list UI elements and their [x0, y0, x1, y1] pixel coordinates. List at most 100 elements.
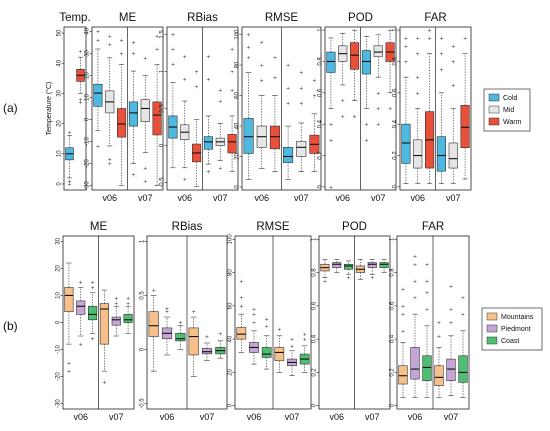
y-tick-label: 0: [85, 117, 91, 121]
box-body: [410, 347, 420, 380]
box-body: [175, 333, 186, 342]
plot-title: FAR: [422, 221, 444, 233]
box-v07-cold: ++: [361, 36, 371, 144]
outlier-point: +: [126, 296, 130, 302]
outlier-point: +: [451, 44, 455, 50]
box-v07-mountains: +: [188, 310, 199, 377]
plot-title: RMSE: [256, 221, 290, 233]
outlier-point: +: [299, 71, 303, 77]
box-v06-warm: ++: [269, 55, 280, 173]
plot-title: RMSE: [265, 12, 299, 24]
outlier-point: +: [413, 296, 417, 302]
y-tick-label: 40: [57, 59, 63, 66]
y-tick-label: 10: [57, 150, 63, 157]
outlier-point: +: [449, 307, 453, 313]
outlier-point: +: [155, 34, 159, 40]
box-v06-mid: ++: [338, 32, 348, 120]
y-tick-label: 0: [312, 403, 318, 407]
outlier-point: +: [218, 99, 222, 105]
outlier-point: +: [376, 107, 380, 113]
outlier-point: +: [183, 77, 187, 83]
y-tick-label: 0: [140, 347, 146, 351]
outlier-point: +: [265, 324, 269, 330]
outlier-point: +: [273, 75, 277, 81]
category-label: v07: [365, 412, 380, 422]
outlier-point: +: [108, 43, 112, 49]
y-tick-label: 20: [228, 368, 234, 375]
box-body: [269, 125, 280, 150]
outlier-point: +: [290, 337, 294, 343]
legend-label-coast: Coast: [501, 338, 519, 345]
box-body: [460, 105, 470, 148]
box-body: [373, 45, 383, 58]
box-body: [117, 108, 127, 138]
outlier-point: +: [96, 144, 100, 150]
y-tick-label: 1: [140, 239, 146, 243]
box-body: [123, 314, 133, 323]
outlier-point: +: [290, 344, 294, 350]
outlier-point: +: [178, 321, 182, 327]
legend-swatch-coast: [486, 336, 498, 345]
box-v07-coast: +: [215, 331, 226, 359]
box-v06-mid: + + +: [180, 55, 190, 183]
panel-a-label: (a): [3, 101, 18, 115]
outlier-point: +: [451, 83, 455, 89]
y-tick-label: 0.8: [390, 268, 396, 277]
box-body: [64, 287, 74, 312]
outlier-point: +: [376, 122, 380, 128]
plot-title: POD: [342, 221, 367, 233]
outlier-point: +: [437, 321, 441, 327]
y-axis-label: Temperature (°C): [45, 82, 53, 136]
outlier-point: +: [364, 122, 368, 128]
outlier-point: +: [449, 321, 453, 327]
box-v06-mid: ++++: [105, 34, 115, 168]
box-body: [350, 42, 360, 70]
legend-label-cold: Cold: [503, 95, 518, 102]
outlier-point: +: [401, 329, 405, 335]
legend-b: Mountains Piedmont Coast: [481, 307, 543, 351]
outlier-point: +: [218, 88, 222, 94]
box-body: [236, 327, 247, 340]
outlier-point: +: [303, 332, 307, 338]
outlier-point: +: [401, 287, 405, 293]
box-v07-coast: ++: [458, 296, 468, 398]
outlier-point: +: [416, 91, 420, 97]
outlier-point: +: [218, 166, 222, 172]
outlier-point: +: [401, 312, 405, 318]
y-tick-label: 20: [56, 264, 62, 271]
box-v07-mid: + + +: [373, 34, 383, 128]
plot-title: Temp.: [59, 12, 90, 24]
outlier-point: +: [67, 179, 71, 185]
y-tick-label: 0.8: [312, 268, 318, 277]
box-v07-warm: ++: [152, 34, 162, 186]
legend-swatch-mid: [488, 105, 500, 114]
box-v07-mid: + + +: [296, 71, 307, 173]
outlier-point: +: [246, 55, 250, 61]
box-v07-mountains: ++: [434, 321, 444, 398]
y-tick-label: 10: [85, 93, 91, 100]
box-body: [448, 142, 458, 169]
box-v06-cold: + + +: [326, 37, 336, 191]
box-v07-cold: + + +: [436, 36, 446, 185]
outlier-point: +: [401, 304, 405, 310]
outlier-point: +: [165, 310, 169, 316]
outlier-point: +: [96, 29, 100, 35]
box-v06-mountains: +: [148, 288, 159, 372]
outlier-point: +: [143, 166, 147, 172]
legend-label-mountains: Mountains: [501, 314, 534, 321]
y-tick-label: 1: [390, 237, 396, 241]
outlier-point: +: [246, 45, 250, 51]
box-all-warm: +++: [76, 49, 85, 106]
legend-swatch-warm: [488, 117, 500, 126]
y-tick-label: 20: [57, 120, 63, 127]
outlier-point: +: [230, 69, 234, 75]
box-v07-piedmont: +: [201, 335, 213, 361]
y-tick-label: 10: [56, 291, 62, 298]
plot-title: FAR: [424, 12, 446, 24]
y-tick-label: 80: [235, 61, 241, 68]
